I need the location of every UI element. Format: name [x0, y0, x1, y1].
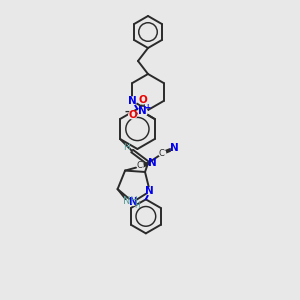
Circle shape	[146, 188, 153, 195]
Circle shape	[129, 111, 137, 119]
Circle shape	[128, 97, 136, 105]
Circle shape	[138, 107, 147, 116]
Text: O: O	[138, 95, 147, 105]
Text: C: C	[136, 161, 142, 170]
Text: N: N	[128, 96, 137, 106]
Text: H: H	[135, 201, 140, 210]
Text: H: H	[123, 142, 130, 152]
Text: N: N	[146, 186, 154, 197]
Text: N: N	[148, 158, 157, 168]
Circle shape	[139, 96, 147, 104]
Text: NH: NH	[123, 196, 138, 206]
Text: –: –	[124, 107, 129, 117]
Text: N: N	[138, 106, 147, 116]
Circle shape	[137, 163, 143, 169]
Circle shape	[159, 149, 166, 157]
Text: N: N	[128, 197, 137, 207]
Text: +: +	[145, 103, 151, 112]
Text: O: O	[128, 110, 137, 120]
Circle shape	[129, 199, 137, 206]
Text: N: N	[170, 143, 178, 153]
Text: C: C	[158, 148, 164, 158]
